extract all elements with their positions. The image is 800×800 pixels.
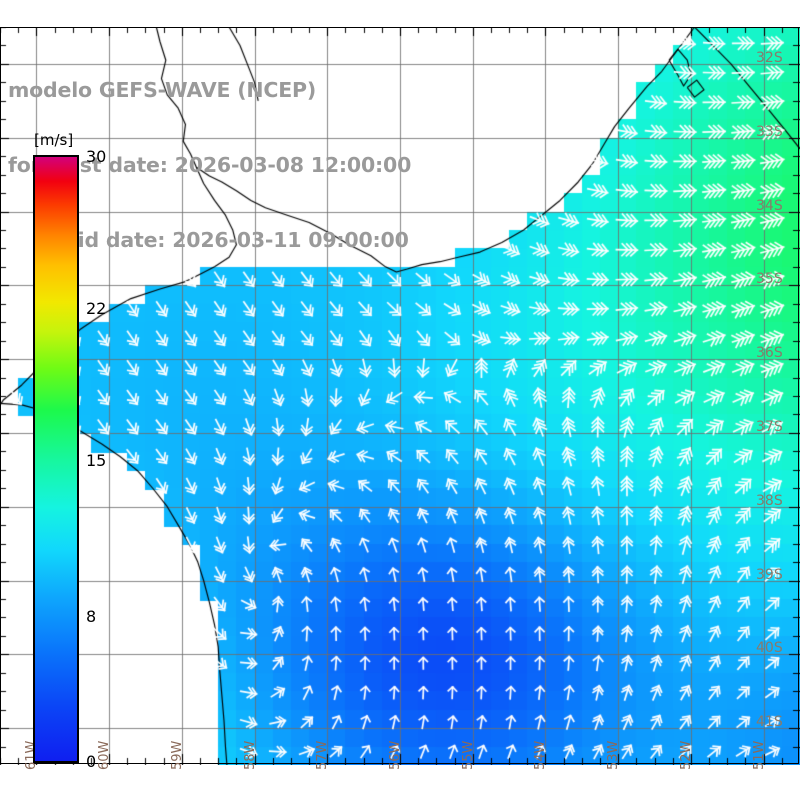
colorbar-tick-30: 30 [86, 147, 107, 166]
longitude-label-52w: 52W [678, 740, 694, 770]
latitude-label-35s: 35S [756, 271, 783, 288]
longitude-label-51w: 51W [751, 740, 767, 770]
colorbar-tick-0: 0 [86, 752, 97, 771]
colorbar-container [33, 155, 79, 763]
latitude-label-32s: 32S [756, 49, 783, 66]
longitude-label-55w: 55W [460, 740, 476, 770]
colorbar-unit-label: [m/s] [34, 131, 74, 149]
model-title-line: modelo GEFS-WAVE (NCEP) [8, 78, 316, 102]
longitude-label-57w: 57W [315, 740, 331, 770]
latitude-label-34s: 34S [756, 197, 783, 214]
longitude-label-59w: 59W [169, 740, 185, 770]
latitude-label-38s: 38S [756, 492, 783, 509]
latitude-label-37s: 37S [756, 418, 783, 435]
longitude-label-56w: 56W [388, 740, 403, 770]
latitude-label-33s: 33S [756, 123, 783, 140]
latitude-label-39s: 39S [756, 566, 783, 583]
colorbar-gradient [33, 155, 79, 763]
longitude-label-58w: 58W [242, 740, 258, 770]
latitude-label-40s: 40S [756, 640, 783, 657]
longitude-label-54w: 54W [533, 740, 549, 770]
colorbar-tick-15: 15 [86, 451, 107, 470]
longitude-label-53w: 53W [606, 740, 622, 770]
colorbar-tick-22: 22 [86, 299, 107, 318]
latitude-label-41s: 41S [756, 714, 783, 731]
longitude-label-60w: 60W [97, 740, 113, 770]
latitude-label-36s: 36S [756, 345, 783, 362]
colorbar-tick-8: 8 [86, 607, 97, 626]
